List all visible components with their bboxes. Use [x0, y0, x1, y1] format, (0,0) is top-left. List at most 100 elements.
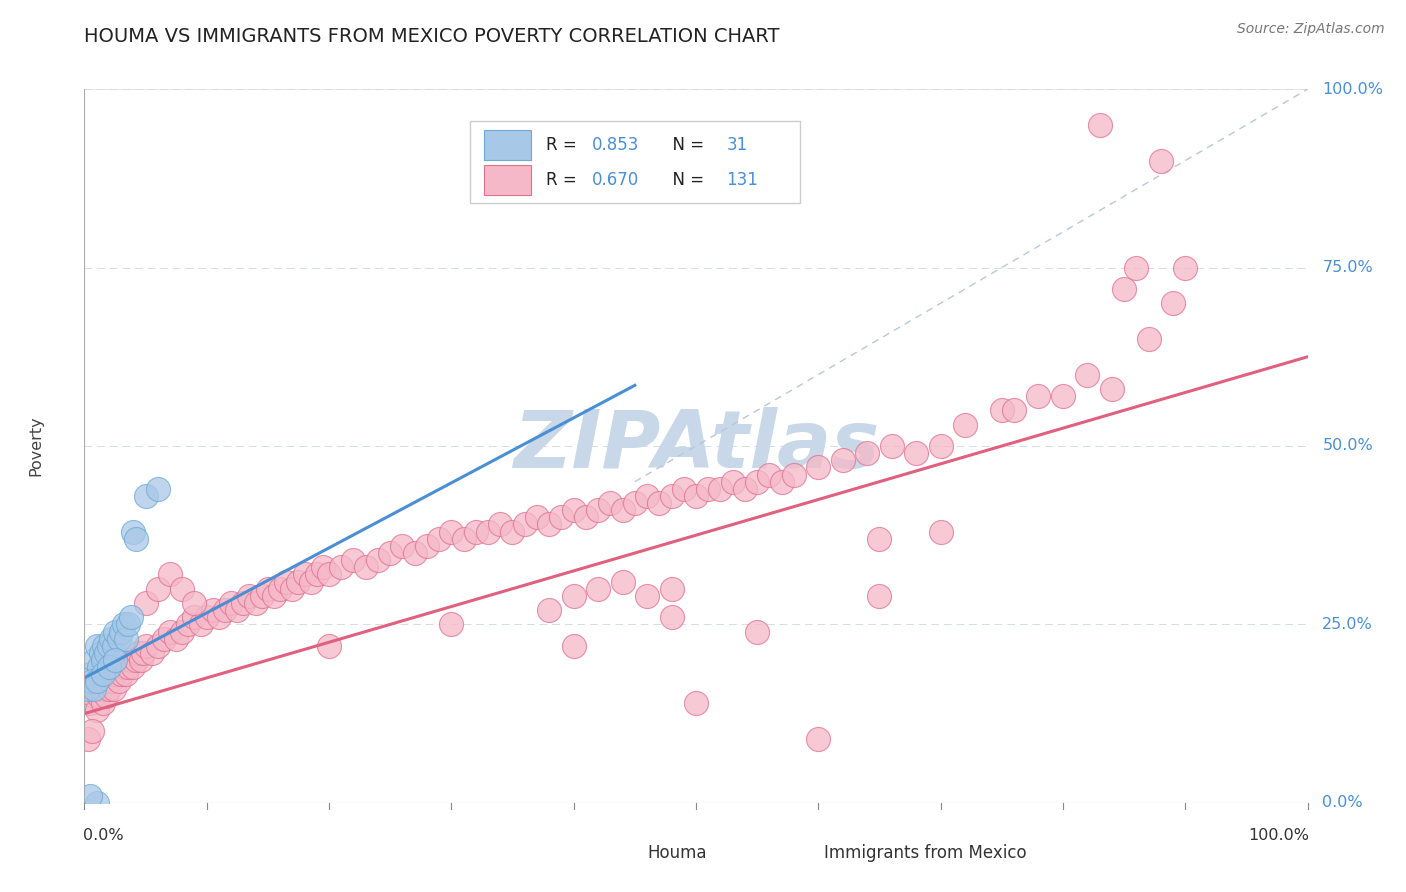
Point	[502, 524, 524, 539]
Point	[427, 532, 450, 546]
Point	[758, 467, 780, 482]
Point	[672, 482, 695, 496]
Point	[276, 574, 298, 589]
Point	[135, 639, 157, 653]
Point	[91, 696, 114, 710]
Point	[87, 689, 110, 703]
Point	[159, 567, 181, 582]
Point	[135, 489, 157, 503]
Text: 0.0%: 0.0%	[83, 828, 124, 843]
Point	[77, 681, 100, 696]
Point	[575, 510, 598, 524]
Point	[807, 731, 830, 746]
Text: Poverty: Poverty	[28, 416, 44, 476]
Point	[77, 731, 100, 746]
Point	[177, 617, 200, 632]
Point	[318, 639, 340, 653]
Point	[245, 596, 267, 610]
Point	[1101, 382, 1123, 396]
Point	[991, 403, 1014, 417]
Point	[697, 482, 720, 496]
Point	[122, 524, 145, 539]
Point	[953, 417, 976, 432]
Point	[83, 681, 105, 696]
Text: 100.0%: 100.0%	[1247, 828, 1309, 843]
Text: 50.0%: 50.0%	[1322, 439, 1374, 453]
Point	[146, 482, 169, 496]
Point	[97, 639, 120, 653]
Point	[464, 524, 486, 539]
Point	[91, 667, 114, 681]
Point	[1161, 296, 1184, 310]
Point	[1088, 118, 1111, 132]
Point	[83, 689, 105, 703]
Point	[1076, 368, 1098, 382]
Point	[201, 603, 224, 617]
Point	[783, 467, 806, 482]
Text: 0.670: 0.670	[592, 171, 640, 189]
Point	[146, 639, 169, 653]
Point	[1150, 153, 1173, 168]
Point	[440, 524, 463, 539]
Point	[97, 681, 120, 696]
Point	[636, 589, 658, 603]
Point	[107, 674, 129, 689]
Text: Immigrants from Mexico: Immigrants from Mexico	[824, 844, 1026, 862]
Point	[1114, 282, 1136, 296]
Text: HOUMA VS IMMIGRANTS FROM MEXICO POVERTY CORRELATION CHART: HOUMA VS IMMIGRANTS FROM MEXICO POVERTY …	[84, 28, 780, 46]
Point	[172, 624, 194, 639]
Point	[526, 510, 548, 524]
Text: 100.0%: 100.0%	[1322, 82, 1384, 96]
Point	[747, 624, 769, 639]
Point	[141, 646, 163, 660]
Point	[100, 674, 122, 689]
Point	[117, 660, 139, 674]
Point	[79, 696, 101, 710]
Point	[112, 660, 135, 674]
Point	[538, 517, 561, 532]
Text: R =: R =	[546, 136, 582, 153]
Text: N =: N =	[662, 171, 709, 189]
Point	[648, 496, 671, 510]
Point	[294, 567, 316, 582]
Point	[1052, 389, 1074, 403]
Point	[562, 503, 585, 517]
FancyBboxPatch shape	[484, 165, 531, 194]
Text: Houma: Houma	[647, 844, 707, 862]
FancyBboxPatch shape	[598, 845, 633, 861]
Point	[624, 496, 647, 510]
Point	[172, 582, 194, 596]
Point	[97, 660, 120, 674]
Point	[1028, 389, 1050, 403]
Point	[90, 646, 112, 660]
Point	[354, 560, 377, 574]
Point	[83, 653, 105, 667]
Text: 131: 131	[727, 171, 758, 189]
Point	[112, 617, 135, 632]
Text: 0.0%: 0.0%	[1322, 796, 1362, 810]
Point	[391, 539, 413, 553]
Point	[489, 517, 512, 532]
Point	[869, 532, 891, 546]
Point	[135, 596, 157, 610]
Point	[1125, 260, 1147, 275]
Point	[120, 610, 142, 624]
Point	[86, 639, 108, 653]
Point	[734, 482, 756, 496]
Point	[125, 532, 148, 546]
Point	[103, 681, 125, 696]
FancyBboxPatch shape	[776, 845, 810, 861]
Point	[250, 589, 273, 603]
Point	[153, 632, 176, 646]
Point	[80, 674, 103, 689]
Point	[807, 460, 830, 475]
Point	[318, 567, 340, 582]
Point	[880, 439, 903, 453]
Point	[122, 660, 145, 674]
Point	[104, 624, 127, 639]
Text: 0.853: 0.853	[592, 136, 640, 153]
Point	[127, 646, 149, 660]
Point	[117, 617, 139, 632]
Point	[219, 596, 242, 610]
Point	[86, 674, 108, 689]
